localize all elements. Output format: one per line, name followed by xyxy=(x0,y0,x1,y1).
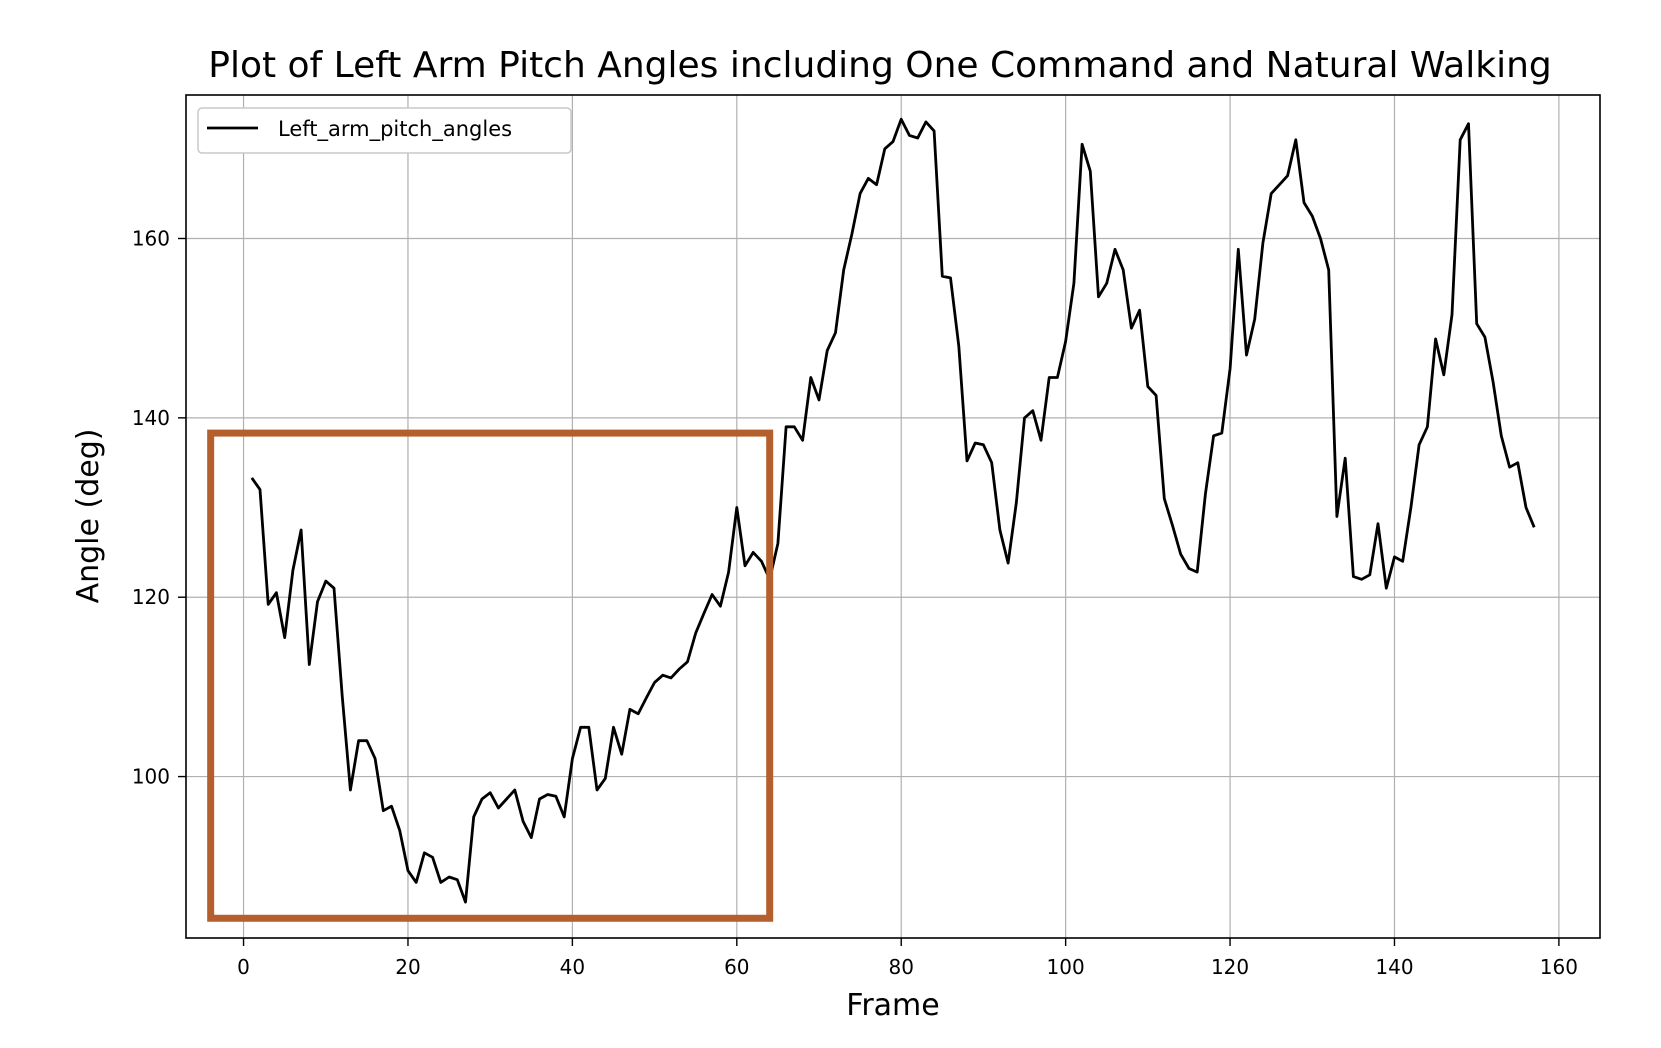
x-tick-label: 100 xyxy=(1047,955,1085,979)
series-line-left-arm-pitch-angles xyxy=(250,117,1536,904)
x-tick-label: 120 xyxy=(1211,955,1249,979)
grid xyxy=(186,95,1600,938)
x-axis-ticks: 0 20 40 60 80 100 120 140 160 xyxy=(237,938,1578,979)
chart-title: Plot of Left Arm Pitch Angles including … xyxy=(208,45,1552,86)
x-tick-label: 20 xyxy=(395,955,420,979)
y-axis-label: Angle (deg) xyxy=(71,429,106,604)
legend-box xyxy=(197,107,572,154)
plot-frame xyxy=(185,94,1601,939)
x-tick-label: 140 xyxy=(1375,955,1413,979)
x-tick-label: 60 xyxy=(724,955,749,979)
x-tick-label: 160 xyxy=(1540,955,1578,979)
x-tick-label: 0 xyxy=(237,955,250,979)
y-tick-label: 140 xyxy=(132,406,170,430)
x-tick-label: 80 xyxy=(888,955,913,979)
x-axis-label: Frame xyxy=(846,988,939,1023)
legend-label: Left_arm_pitch_angles xyxy=(278,117,512,142)
legend: Left_arm_pitch_angles xyxy=(197,107,572,154)
y-tick-label: 160 xyxy=(132,226,170,250)
y-tick-label: 100 xyxy=(132,765,170,789)
x-tick-label: 40 xyxy=(560,955,585,979)
highlight-box xyxy=(207,429,774,922)
y-tick-label: 120 xyxy=(132,585,170,609)
y-axis-ticks: 100 120 140 160 xyxy=(132,226,186,789)
